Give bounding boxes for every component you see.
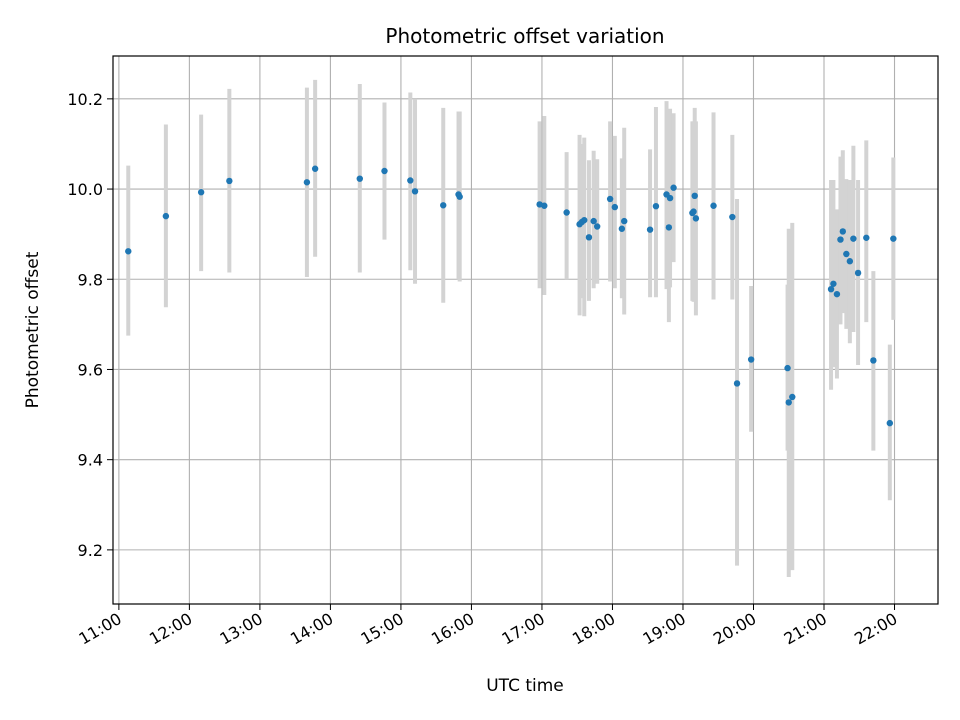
y-tick-label: 9.6 bbox=[78, 360, 103, 379]
y-axis-ticks: 9.2 9.4 9.6 9.8 10.0 10.2 bbox=[67, 90, 113, 560]
data-point bbox=[863, 234, 870, 241]
data-point bbox=[197, 189, 205, 196]
data-point bbox=[785, 399, 792, 406]
data-point bbox=[890, 235, 897, 242]
y-tick-label: 10.0 bbox=[67, 180, 103, 199]
data-point bbox=[226, 177, 233, 185]
data-point bbox=[621, 217, 628, 225]
data-point bbox=[846, 258, 854, 265]
data-point bbox=[581, 216, 588, 224]
data-point bbox=[691, 192, 698, 200]
data-point bbox=[843, 250, 850, 258]
data-point bbox=[886, 419, 894, 427]
data-point bbox=[440, 202, 447, 209]
chart-title: Photometric offset variation bbox=[385, 24, 664, 48]
y-axis-label: Photometric offset bbox=[23, 251, 43, 408]
data-point bbox=[606, 195, 614, 203]
data-point bbox=[690, 208, 697, 215]
data-point bbox=[311, 165, 319, 172]
data-point bbox=[593, 223, 601, 230]
data-point bbox=[303, 179, 311, 186]
data-point bbox=[125, 248, 132, 255]
data-point bbox=[839, 228, 847, 235]
data-point bbox=[590, 217, 597, 225]
y-tick-label: 9.2 bbox=[78, 541, 103, 560]
data-point bbox=[833, 290, 841, 298]
data-point bbox=[784, 364, 791, 372]
data-point bbox=[850, 235, 857, 242]
data-points bbox=[125, 165, 897, 427]
y-tick-label: 9.8 bbox=[78, 270, 103, 289]
data-point bbox=[666, 194, 674, 202]
data-point bbox=[646, 226, 654, 233]
data-point bbox=[854, 269, 862, 277]
data-point bbox=[789, 393, 796, 401]
data-point bbox=[618, 225, 626, 232]
data-point bbox=[692, 215, 700, 222]
data-point bbox=[670, 184, 677, 191]
data-point bbox=[652, 202, 660, 210]
data-point bbox=[729, 213, 736, 221]
data-point bbox=[747, 356, 755, 363]
data-point bbox=[710, 202, 717, 209]
data-point bbox=[827, 285, 835, 293]
data-point bbox=[356, 175, 363, 182]
data-point bbox=[870, 357, 877, 364]
data-point bbox=[611, 203, 619, 211]
data-point bbox=[563, 209, 570, 216]
data-point bbox=[456, 193, 463, 200]
data-point bbox=[381, 167, 388, 175]
data-point bbox=[830, 280, 837, 287]
data-point bbox=[411, 188, 419, 195]
y-tick-label: 10.2 bbox=[67, 90, 103, 109]
data-point bbox=[733, 380, 741, 387]
data-point bbox=[407, 177, 414, 184]
grid-lines bbox=[113, 56, 938, 604]
x-axis-label: UTC time bbox=[486, 676, 564, 696]
data-point bbox=[162, 212, 170, 220]
data-point bbox=[665, 224, 673, 231]
y-tick-label: 9.4 bbox=[78, 451, 103, 470]
data-point bbox=[541, 202, 548, 209]
data-point bbox=[585, 234, 593, 241]
data-point bbox=[837, 236, 844, 243]
plot-frame bbox=[112, 55, 939, 605]
